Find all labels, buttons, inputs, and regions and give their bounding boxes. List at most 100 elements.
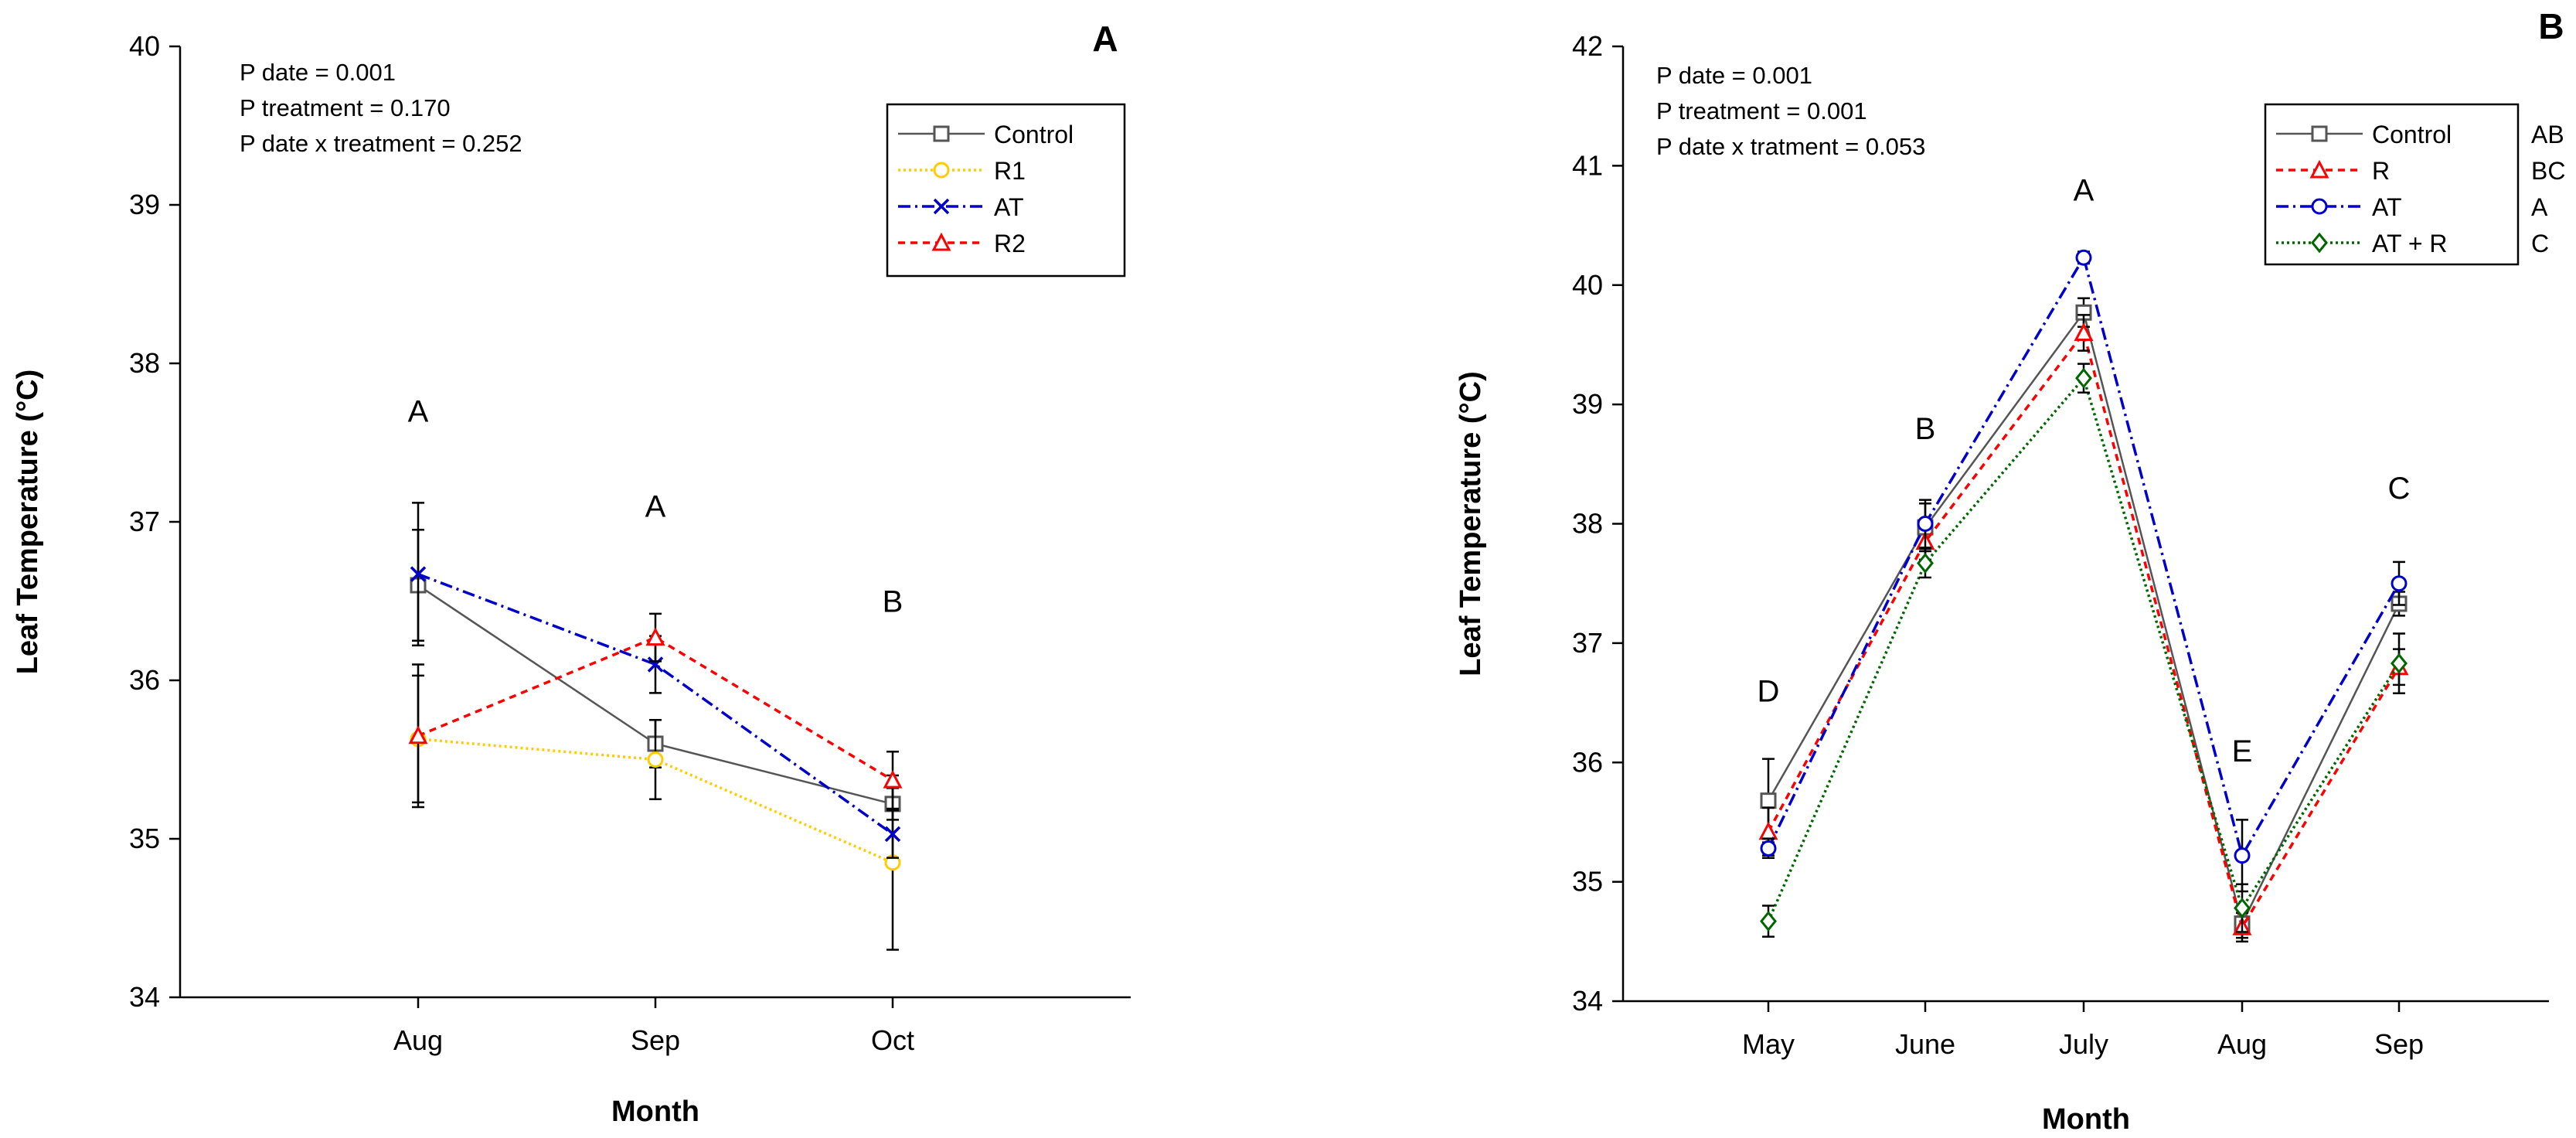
x-tick-label: Oct xyxy=(871,1024,914,1056)
data-point xyxy=(1760,840,1777,857)
legend-group-letter: A xyxy=(2531,193,2548,221)
series-line xyxy=(1767,310,2401,927)
significance-letter: A xyxy=(408,395,429,429)
legend-label: R1 xyxy=(994,157,1026,185)
data-point xyxy=(1917,553,1934,574)
data-point xyxy=(2075,249,2092,266)
legend-marker xyxy=(2309,159,2329,179)
data-point xyxy=(1917,516,1934,532)
panel-label: A xyxy=(1092,19,1118,59)
data-point xyxy=(884,826,901,843)
series-control xyxy=(1760,297,2408,939)
legend-label: AT xyxy=(994,193,1024,221)
x-tick-label: May xyxy=(1742,1028,1795,1060)
data-point xyxy=(2391,575,2408,592)
significance-letter: E xyxy=(2232,734,2253,768)
y-tick-label: 40 xyxy=(129,30,160,62)
data-point xyxy=(2234,898,2251,918)
y-tick-label: 35 xyxy=(1572,866,1603,898)
series-line xyxy=(417,573,894,836)
x-tick-label: Aug xyxy=(393,1024,443,1056)
chart-panel-b: 34 35 36 37 38 39 40 41 42 May June July Aug Sep Month… xyxy=(1455,6,2565,1136)
y-tick-label: 36 xyxy=(129,664,160,696)
legend-marker xyxy=(2311,232,2328,254)
series-r2 xyxy=(408,612,903,810)
panel-label: B xyxy=(2538,6,2564,46)
legend-marker xyxy=(933,125,950,142)
y-axis-title: Leaf Temperature (°C) xyxy=(12,370,44,675)
y-tick-label: 40 xyxy=(1572,269,1603,301)
significance-letter: D xyxy=(1758,675,1780,709)
y-tick-label: 42 xyxy=(1572,30,1603,62)
data-point xyxy=(647,656,664,673)
stat-text: P date = 0.001 xyxy=(240,59,396,86)
x-tick-label: Sep xyxy=(631,1024,680,1056)
y-tick-label: 39 xyxy=(129,189,160,220)
significance-letter: B xyxy=(883,585,903,619)
data-point xyxy=(645,627,665,646)
significance-letter: A xyxy=(2074,173,2094,207)
legend: Control AB R BC AT A AT + R C xyxy=(2264,103,2565,266)
y-tick-label: 39 xyxy=(1572,388,1603,420)
data-point xyxy=(2234,847,2251,864)
legend-label: Control xyxy=(994,121,1074,148)
stat-text: P treatment = 0.001 xyxy=(1656,97,1867,124)
y-tick-label: 37 xyxy=(1572,627,1603,659)
y-tick-label: 35 xyxy=(129,823,160,854)
series-line xyxy=(1767,254,2401,860)
series-at-r xyxy=(1760,363,2408,938)
legend-marker xyxy=(931,232,951,251)
legend-label: Control xyxy=(2372,121,2452,148)
data-point xyxy=(883,769,903,789)
y-tick-label: 37 xyxy=(129,506,160,537)
data-point xyxy=(2391,652,2408,674)
y-tick-label: 34 xyxy=(1572,985,1603,1017)
legend-label: R2 xyxy=(994,230,1026,257)
stat-text: P treatment = 0.170 xyxy=(240,94,451,121)
data-point xyxy=(410,566,427,582)
y-tick-label: 36 xyxy=(1572,746,1603,778)
y-axis-title: Leaf Temperature (°C) xyxy=(1455,371,1487,676)
y-tick-label: 38 xyxy=(129,347,160,379)
series-at xyxy=(1760,249,2408,893)
data-point xyxy=(2075,367,2092,389)
legend-marker xyxy=(933,198,950,215)
significance-letter: C xyxy=(2388,472,2411,506)
series-r1 xyxy=(410,674,901,951)
x-tick-label: Sep xyxy=(2374,1028,2424,1060)
y-tick-label: 41 xyxy=(1572,149,1603,181)
data-point xyxy=(1760,911,1777,932)
legend-group-letter: AB xyxy=(2531,121,2564,148)
legend-label: AT xyxy=(2372,193,2402,221)
x-tick-label: July xyxy=(2059,1028,2108,1060)
series-r xyxy=(1758,314,2409,943)
legend-group-letter: BC xyxy=(2531,157,2565,185)
y-tick-label: 38 xyxy=(1572,508,1603,540)
legend-label: R xyxy=(2372,157,2390,185)
significance-letter: B xyxy=(1915,412,1936,446)
legend-box xyxy=(2264,103,2520,266)
legend-label: AT + R xyxy=(2372,230,2448,257)
legend: Control R1 AT R2 xyxy=(886,103,1126,278)
stat-text: P date x treatment = 0.252 xyxy=(240,130,522,157)
legend-marker xyxy=(2311,125,2328,142)
legend-marker xyxy=(933,162,950,179)
significance-letter: A xyxy=(645,490,666,524)
data-point xyxy=(1758,821,1778,840)
stat-text: P date = 0.001 xyxy=(1656,62,1812,89)
chart-panel-a: 34 35 36 37 38 39 40 Aug Sep Oct Month Leaf Tempera… xyxy=(12,19,1131,1128)
legend-group-letter: C xyxy=(2531,230,2549,257)
data-point xyxy=(647,751,664,768)
series-line xyxy=(1767,329,2401,931)
x-tick-label: June xyxy=(1895,1028,1955,1060)
series-at xyxy=(410,502,901,859)
x-axis-title: Month xyxy=(611,1095,699,1128)
x-tick-label: Aug xyxy=(2217,1028,2267,1060)
x-axis-title: Month xyxy=(2042,1103,2130,1136)
data-point xyxy=(2074,322,2094,341)
y-tick-label: 34 xyxy=(129,981,160,1013)
stat-text: P date x tratment = 0.053 xyxy=(1656,133,1925,160)
data-point xyxy=(1760,792,1777,809)
data-point xyxy=(408,725,428,744)
